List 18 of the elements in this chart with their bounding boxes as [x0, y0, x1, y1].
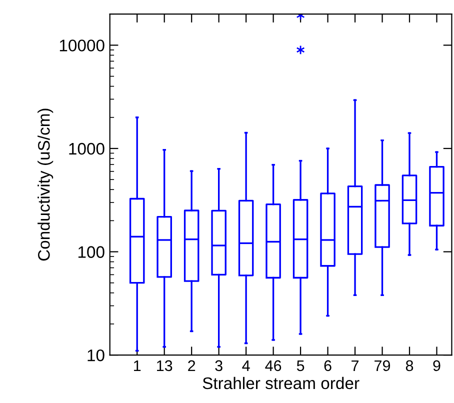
x-tick-label: 13	[157, 360, 172, 372]
x-tick-label: 6	[324, 360, 332, 372]
x-tick-label: 4	[242, 360, 250, 371]
x-tick-label: 46	[265, 360, 282, 372]
x-tick-label: 3	[215, 360, 222, 372]
x-tick-label: 5	[296, 360, 304, 372]
x-tick-label: 7	[352, 360, 359, 371]
y-tick-label: 10	[88, 349, 104, 362]
x-tick-label: 79	[374, 360, 390, 372]
y-axis-title: Conductivity (uS/cm)	[38, 108, 54, 261]
x-tick-label: 2	[188, 360, 196, 371]
x-tick-label: 8	[406, 360, 414, 372]
y-tick-label: 100	[78, 246, 104, 258]
y-tick-label: 10000	[60, 40, 104, 52]
x-tick-label: 1	[134, 360, 141, 371]
x-axis-title: Strahler stream order	[202, 376, 360, 390]
y-tick-label: 1000	[69, 142, 104, 155]
x-tick-label: 9	[433, 360, 440, 372]
